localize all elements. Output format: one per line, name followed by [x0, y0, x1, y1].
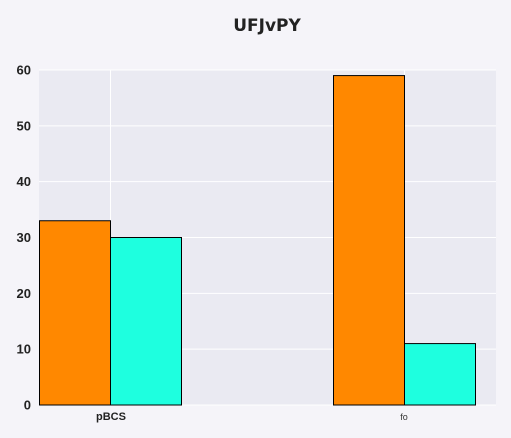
chart-title: UFJvPY: [233, 16, 301, 36]
y-axis-ticks: 0 10 20 30 40 50 60: [17, 63, 31, 413]
bar: [39, 220, 111, 406]
y-tick-label: 0: [24, 398, 31, 413]
x-axis-ticks: pBCS fo: [96, 411, 408, 423]
bar: [333, 75, 405, 406]
x-tick-label: pBCS: [96, 411, 126, 423]
y-tick-label: 10: [17, 342, 31, 357]
x-tick-label: fo: [400, 412, 408, 422]
y-tick-label: 30: [17, 230, 31, 245]
y-tick-label: 60: [17, 63, 31, 78]
y-tick-label: 20: [17, 286, 31, 301]
bars: [39, 75, 476, 406]
y-tick-label: 40: [17, 174, 31, 189]
bar: [404, 343, 476, 406]
bar: [110, 237, 182, 406]
y-tick-label: 50: [17, 118, 31, 133]
